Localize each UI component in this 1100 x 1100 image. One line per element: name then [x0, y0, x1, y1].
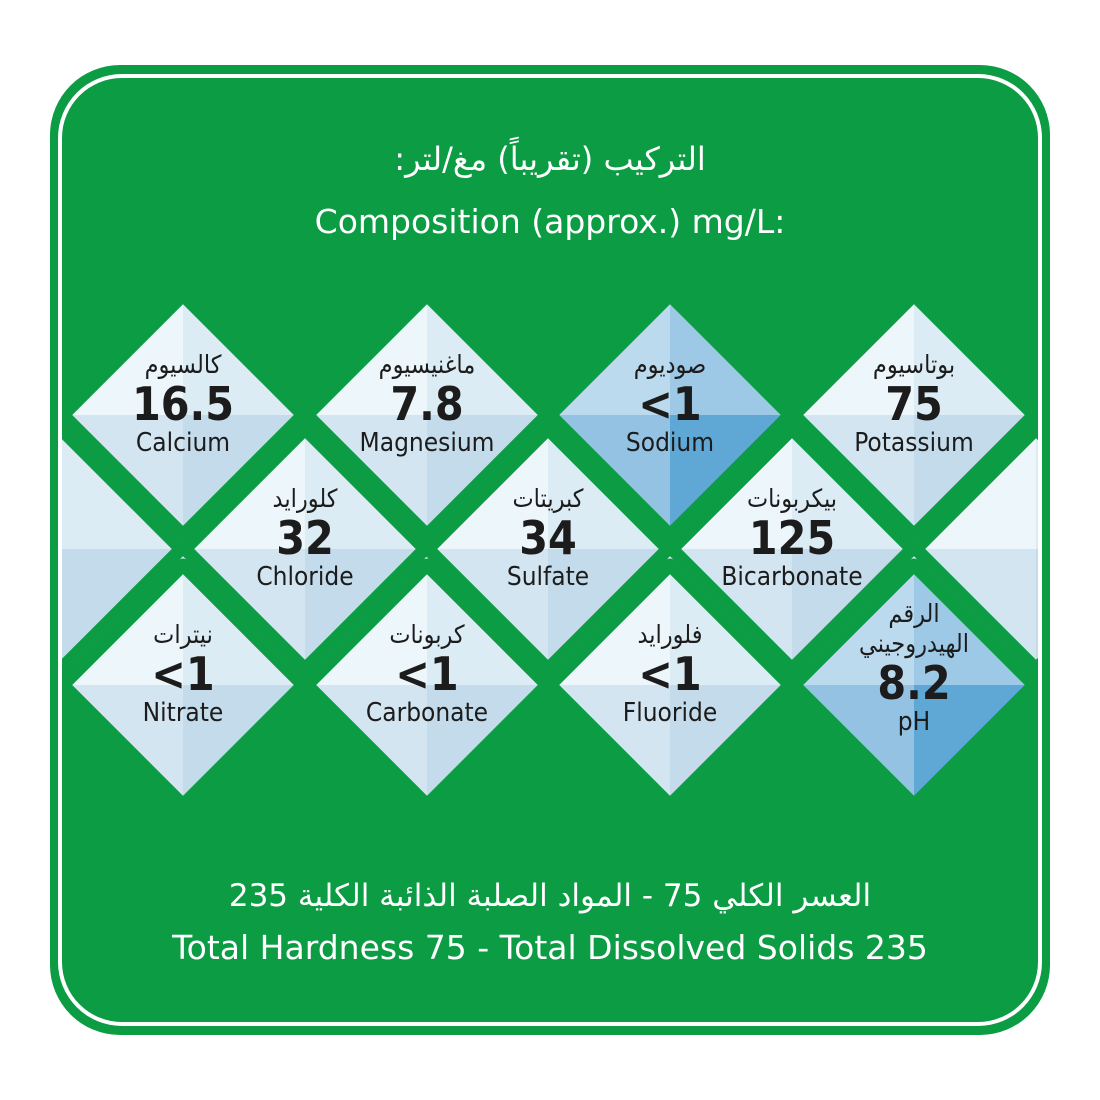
mineral-value: 16.5: [131, 377, 235, 431]
mineral-name-arabic: الرقم الهيدروجيني: [858, 599, 969, 658]
mineral-value: <1: [395, 647, 459, 701]
mineral-name-english: Calcium: [135, 428, 231, 458]
diamond-nitrate-outline: [62, 558, 310, 812]
diamond-calcium-outline: [62, 288, 310, 542]
mineral-bicarbonate: بيكربونات 125 Bicarbonate: [682, 484, 902, 592]
mineral-potassium: بوتاسيوم 75 Potassium: [804, 350, 1024, 458]
mineral-name-arabic: فلورايد: [637, 620, 703, 649]
mineral-name-english: Sodium: [625, 428, 715, 458]
mineral-value: 7.8: [390, 377, 464, 431]
mineral-name-arabic: كبريتات: [512, 484, 584, 513]
mineral-value: <1: [151, 647, 215, 701]
mineral-name-english: Fluoride: [622, 698, 718, 728]
diamond-magnesium-outline: [300, 288, 554, 542]
mineral-name-arabic: ماغنيسيوم: [378, 350, 476, 379]
mineral-sulfate: كبريتات 34 Sulfate: [438, 484, 658, 592]
mineral-name-arabic: كلورايد: [272, 484, 338, 513]
edge-diamond-right-outline: [909, 422, 1038, 676]
mineral-name-arabic: كربونات: [389, 620, 465, 649]
mineral-calcium: كالسيوم 16.5 Calcium: [73, 350, 293, 458]
mineral-name-english: Bicarbonate: [721, 562, 863, 592]
mineral-value: <1: [638, 377, 702, 431]
title-arabic: التركيب (تقريباً) مغ/لتر:: [394, 140, 706, 178]
edge-diamond-right-facet: [1036, 549, 1038, 669]
title-english: Composition (approx.) mg/L:: [314, 202, 786, 241]
mineral-value: 34: [519, 511, 577, 565]
mineral-name-arabic: صوديوم: [633, 350, 707, 379]
mineral-value: 75: [885, 377, 943, 431]
mineral-magnesium: ماغنيسيوم 7.8 Magnesium: [317, 350, 537, 458]
footer-english: Total Hardness 75 - Total Dissolved Soli…: [172, 928, 928, 967]
footer-arabic: العسر الكلي 75 - المواد الصلبة الذائبة ا…: [228, 878, 872, 914]
edge-diamond-left-outline: [62, 422, 188, 676]
mineral-carbonate: كربونات <1 Carbonate: [317, 620, 537, 728]
mineral-name-english: pH: [897, 707, 931, 737]
mineral-value: 125: [748, 511, 836, 565]
mineral-name-english: Potassium: [854, 428, 974, 458]
diamond-sulfate-outline: [421, 422, 675, 676]
diamond-chloride-outline: [178, 422, 432, 676]
mineral-name-arabic: بيكربونات: [746, 484, 838, 513]
diamond-sodium-outline: [543, 288, 797, 542]
diamond-bicarbonate-outline: [665, 422, 919, 676]
mineral-fluoride: فلورايد <1 Fluoride: [560, 620, 780, 728]
mineral-value: 8.2: [877, 656, 951, 710]
mineral-name-arabic: نيترات: [153, 620, 213, 649]
mineral-name-english: Chloride: [256, 562, 354, 592]
mineral-name-english: Sulfate: [506, 562, 590, 592]
mineral-name-arabic: بوتاسيوم: [872, 350, 956, 379]
mineral-name-english: Magnesium: [359, 428, 495, 458]
mineral-diamond-grid: [62, 288, 1038, 812]
mineral-name-english: Nitrate: [142, 698, 224, 728]
mineral-ph: الرقم الهيدروجيني 8.2 pH: [804, 599, 1024, 737]
diamond-carbonate-outline: [300, 558, 554, 812]
mineral-value: <1: [638, 647, 702, 701]
mineral-value: 32: [276, 511, 334, 565]
mineral-name-arabic: كالسيوم: [144, 350, 222, 379]
mineral-name-english: Carbonate: [365, 698, 489, 728]
mineral-chloride: كلورايد 32 Chloride: [195, 484, 415, 592]
edge-diamond-right-facet: [1036, 429, 1038, 549]
label-panel: التركيب (تقريباً) مغ/لتر: Composition (a…: [62, 78, 1038, 1022]
diamond-ph-outline: [787, 558, 1038, 812]
diamond-fluoride-outline: [543, 558, 797, 812]
diamond-potassium-outline: [787, 288, 1038, 542]
mineral-sodium: صوديوم <1 Sodium: [560, 350, 780, 458]
mineral-nitrate: نيترات <1 Nitrate: [73, 620, 293, 728]
